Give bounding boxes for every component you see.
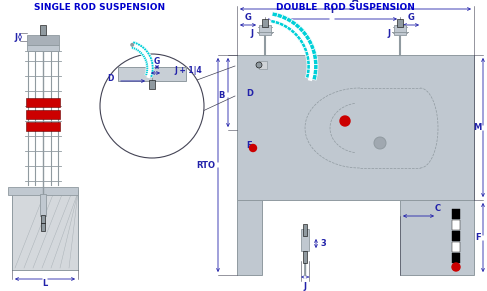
Bar: [259, 25, 271, 35]
Polygon shape: [141, 49, 149, 56]
Bar: [149, 80, 155, 89]
Bar: [27, 45, 59, 51]
Bar: [26, 98, 60, 107]
Bar: [8, 187, 78, 195]
Bar: [452, 220, 460, 230]
Text: G: G: [154, 57, 160, 66]
Polygon shape: [146, 69, 154, 72]
Polygon shape: [144, 56, 152, 61]
Bar: [27, 35, 59, 45]
Bar: [303, 224, 307, 236]
Polygon shape: [306, 54, 318, 60]
Bar: [40, 194, 46, 216]
Polygon shape: [305, 73, 317, 80]
Bar: [397, 19, 403, 27]
Polygon shape: [293, 26, 304, 37]
Text: C: C: [435, 204, 441, 213]
Text: G: G: [244, 13, 251, 22]
Text: 3: 3: [320, 239, 326, 249]
Polygon shape: [237, 55, 474, 200]
Polygon shape: [301, 39, 313, 48]
Bar: [452, 231, 460, 241]
Polygon shape: [140, 47, 147, 55]
Circle shape: [374, 137, 386, 149]
Bar: [118, 67, 186, 81]
Bar: [40, 25, 46, 35]
Bar: [12, 190, 78, 270]
Circle shape: [340, 116, 350, 126]
Polygon shape: [306, 69, 318, 75]
Bar: [41, 223, 45, 231]
Polygon shape: [146, 61, 154, 65]
Bar: [452, 242, 460, 252]
Bar: [259, 61, 267, 69]
Polygon shape: [131, 41, 136, 49]
Polygon shape: [145, 59, 153, 63]
Polygon shape: [146, 71, 154, 75]
Polygon shape: [307, 64, 318, 70]
Polygon shape: [146, 64, 154, 67]
Text: J: J: [14, 33, 17, 42]
Polygon shape: [283, 17, 292, 29]
Text: L: L: [42, 279, 48, 288]
Polygon shape: [303, 44, 315, 52]
Text: F: F: [475, 233, 481, 242]
Polygon shape: [136, 44, 143, 52]
Polygon shape: [145, 73, 153, 78]
Polygon shape: [133, 42, 138, 50]
Polygon shape: [143, 54, 151, 60]
Text: DOUBLE  ROD SUSPENSION: DOUBLE ROD SUSPENSION: [276, 3, 414, 12]
Polygon shape: [146, 67, 154, 70]
Text: D: D: [108, 74, 114, 83]
Text: SINGLE ROD SUSPENSION: SINGLE ROD SUSPENSION: [35, 3, 166, 12]
Polygon shape: [296, 30, 308, 40]
Text: RTO: RTO: [196, 161, 215, 169]
Text: J: J: [250, 29, 253, 38]
Text: E: E: [246, 141, 252, 150]
Text: I: I: [331, 6, 334, 15]
Polygon shape: [142, 52, 150, 58]
Bar: [26, 122, 60, 131]
Polygon shape: [271, 12, 278, 24]
Circle shape: [249, 145, 257, 152]
Polygon shape: [290, 23, 301, 34]
Polygon shape: [135, 43, 141, 51]
Bar: [301, 229, 309, 251]
Text: M: M: [473, 123, 481, 132]
Polygon shape: [307, 59, 318, 65]
Bar: [452, 209, 460, 219]
Circle shape: [130, 43, 134, 47]
Bar: [26, 110, 60, 119]
Bar: [262, 19, 268, 27]
Bar: [41, 215, 45, 223]
Text: G: G: [408, 13, 414, 22]
Text: J + 1|4: J + 1|4: [174, 66, 202, 75]
Polygon shape: [299, 34, 311, 44]
Polygon shape: [286, 19, 297, 31]
Polygon shape: [279, 15, 288, 27]
Text: B: B: [219, 91, 225, 100]
Polygon shape: [275, 13, 283, 25]
Text: A: A: [352, 0, 358, 4]
Text: J: J: [303, 282, 306, 291]
Bar: [452, 253, 460, 263]
Polygon shape: [138, 46, 145, 53]
Circle shape: [256, 62, 262, 68]
Polygon shape: [400, 200, 474, 275]
Polygon shape: [305, 49, 317, 56]
Polygon shape: [237, 200, 262, 275]
Bar: [394, 25, 406, 35]
Circle shape: [100, 54, 204, 158]
Text: D: D: [246, 89, 253, 98]
Bar: [303, 251, 307, 263]
Text: J: J: [387, 29, 390, 38]
Circle shape: [452, 263, 460, 271]
